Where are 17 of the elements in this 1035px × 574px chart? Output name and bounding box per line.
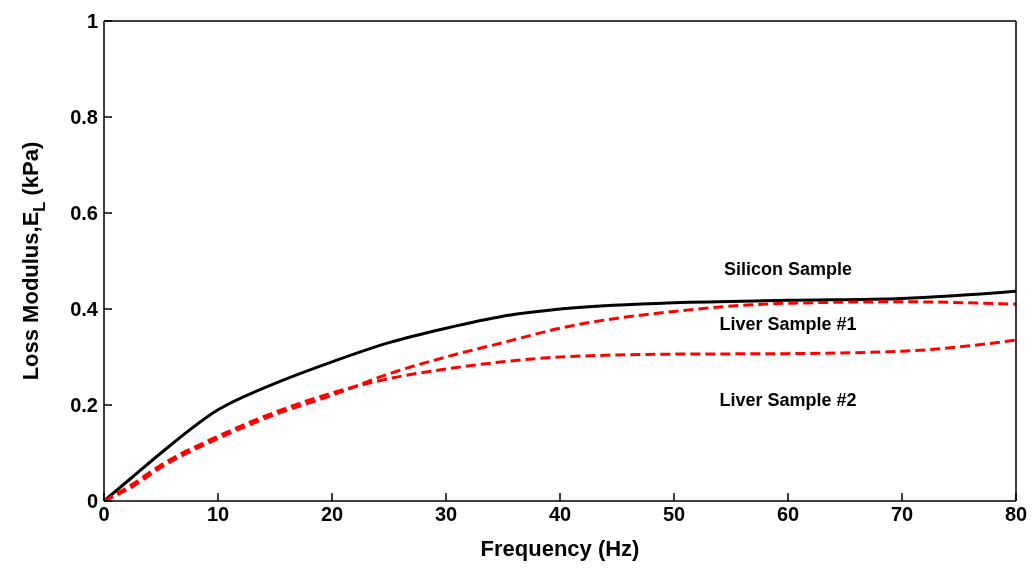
series-label: Silicon Sample [723, 259, 853, 280]
y-tick-label: 0.6 [70, 202, 98, 225]
y-tick-label: 0.2 [70, 394, 98, 417]
x-tick-label: 70 [890, 503, 914, 526]
y-tick-label: 0.8 [70, 106, 98, 129]
series-label: Liver Sample #1 [719, 314, 857, 335]
x-tick-label: 10 [206, 503, 230, 526]
x-tick-label: 60 [776, 503, 800, 526]
x-axis-title: Frequency (Hz) [480, 536, 640, 561]
series-label: Liver Sample #2 [719, 389, 857, 410]
x-tick-label: 40 [548, 503, 572, 526]
y-tick-label: 0.4 [70, 298, 99, 321]
y-tick-label: 1 [86, 10, 98, 33]
x-tick-label: 80 [1004, 503, 1028, 526]
x-tick-label: 20 [320, 503, 344, 526]
x-tick-label: 30 [434, 503, 458, 526]
x-tick-label: 50 [662, 503, 686, 526]
